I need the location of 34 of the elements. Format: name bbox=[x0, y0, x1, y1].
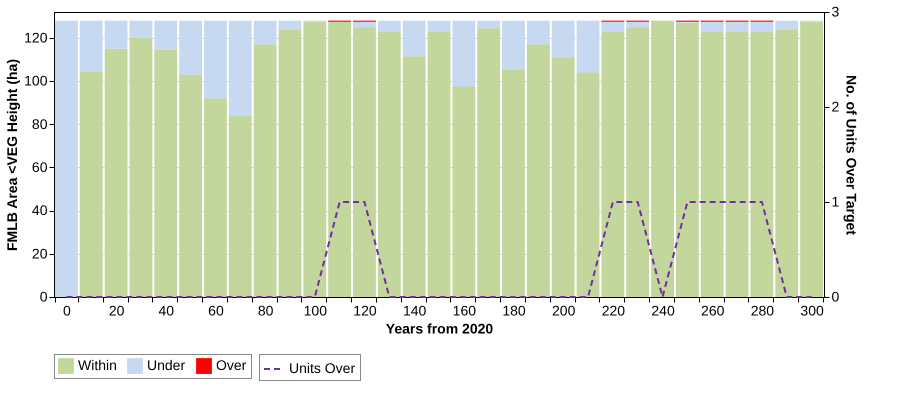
x-tick-label: 80 bbox=[258, 302, 274, 318]
legend-label: Within bbox=[78, 357, 117, 374]
y2-tick-label: 3 bbox=[832, 4, 840, 20]
y-axis-title: FMLB Area <VEG Height (ha) bbox=[4, 58, 20, 252]
x-tick-label: 180 bbox=[502, 302, 526, 318]
x-tick-label: 60 bbox=[208, 302, 224, 318]
x-tick-label: 0 bbox=[63, 302, 72, 318]
x-tick-label: 120 bbox=[353, 302, 377, 318]
y-tick-label: 120 bbox=[24, 29, 48, 46]
x-tick-label: 140 bbox=[402, 302, 427, 318]
y-tick-label: 60 bbox=[32, 158, 48, 175]
y2-tick-label: 0 bbox=[832, 288, 840, 304]
y-tick-label: 100 bbox=[24, 72, 48, 89]
y-tick-label: 20 bbox=[32, 245, 48, 262]
x-tick-label: 280 bbox=[750, 302, 774, 318]
x-tick-label: 220 bbox=[602, 302, 626, 318]
x-tick-label: 100 bbox=[304, 302, 328, 318]
legend-label: Over bbox=[216, 357, 247, 374]
x-tick-label: 300 bbox=[800, 302, 824, 318]
y2-tick-label: 1 bbox=[832, 194, 840, 210]
y2-axis-title: No. of Units Over Target bbox=[843, 75, 860, 236]
x-tick-label: 40 bbox=[158, 302, 174, 318]
y2-tick-label: 2 bbox=[832, 98, 840, 114]
x-axis-title: Years from 2020 bbox=[386, 320, 494, 336]
y-tick-label: 0 bbox=[40, 288, 48, 304]
y-tick-label: 80 bbox=[32, 116, 48, 132]
x-tick-label: 160 bbox=[452, 302, 476, 318]
x-tick-label: 260 bbox=[701, 302, 725, 318]
x-tick-label: 20 bbox=[108, 302, 125, 318]
x-tick-label: 240 bbox=[651, 302, 675, 318]
y-tick-label: 40 bbox=[32, 202, 48, 218]
x-tick-label: 200 bbox=[552, 302, 576, 318]
legend-label: Units Over bbox=[289, 360, 356, 376]
legend-label: Under bbox=[147, 357, 186, 374]
